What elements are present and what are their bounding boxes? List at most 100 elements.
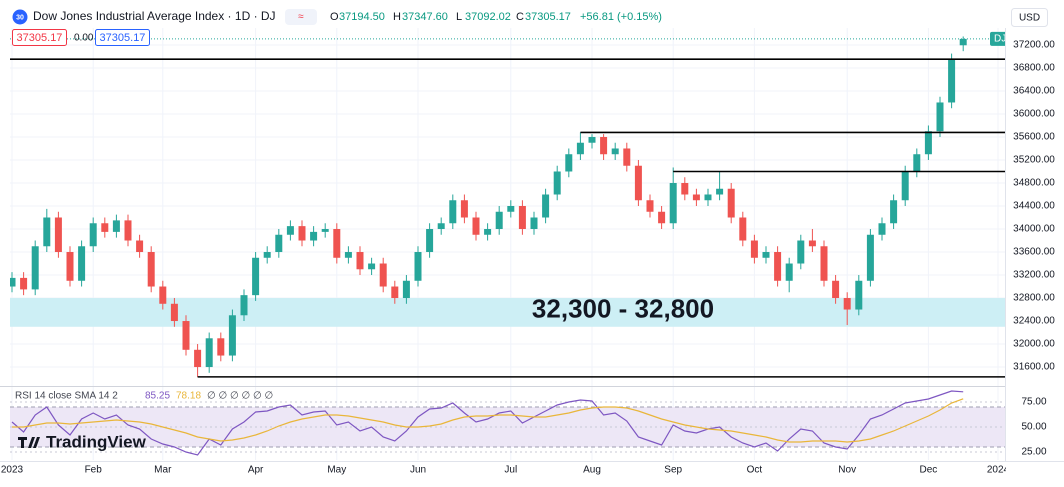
- y-tick-label: 35600.00: [1013, 132, 1055, 143]
- candle-body: [878, 223, 886, 235]
- candle-body: [739, 217, 747, 241]
- y-tick-label: 33200.00: [1013, 270, 1055, 281]
- y-tick-label: 32000.00: [1013, 339, 1055, 350]
- x-tick-label: Feb: [85, 465, 103, 476]
- y-tick-label: 36000.00: [1013, 109, 1055, 120]
- y-tick-label: 34000.00: [1013, 224, 1055, 235]
- logo-text: 30: [16, 14, 24, 21]
- ohlc-key: H: [393, 11, 401, 23]
- candle-body: [20, 277, 28, 290]
- candle-body: [147, 252, 155, 287]
- y-tick-label: 37200.00: [1013, 40, 1055, 51]
- symbol-title[interactable]: Dow Jones Industrial Average Index · 1D …: [33, 9, 276, 23]
- x-tick-label: 2023: [1, 465, 24, 476]
- candle-body: [194, 349, 202, 368]
- candle-body: [936, 102, 944, 132]
- rsi-line: [11, 390, 964, 456]
- candle-body: [542, 194, 550, 218]
- candle-body: [808, 240, 816, 247]
- candle-body: [855, 280, 863, 310]
- y-tick-label: 32400.00: [1013, 316, 1055, 327]
- zone-label: 32,300 - 32,800: [532, 293, 714, 323]
- ohlc-value: 37092.02: [465, 11, 511, 23]
- candle-body: [10, 277, 16, 287]
- candle-body: [31, 246, 39, 290]
- indicator-toggle[interactable]: [285, 9, 317, 25]
- x-tick-label: May: [327, 465, 346, 476]
- candle-body: [217, 338, 225, 356]
- y-tick-label: 31600.00: [1013, 362, 1055, 373]
- x-tick-label: Nov: [838, 465, 856, 476]
- candle-body: [646, 200, 654, 212]
- candle-body: [426, 229, 434, 253]
- candle-body: [843, 298, 851, 310]
- candle-body: [727, 188, 735, 218]
- candle-body: [460, 200, 468, 218]
- candle-body: [286, 226, 294, 235]
- candle-body: [252, 257, 260, 296]
- candle-body: [310, 231, 318, 241]
- candle-body: [344, 252, 352, 258]
- candle-body: [623, 148, 631, 166]
- candle-body: [820, 246, 828, 281]
- candle-body: [484, 229, 492, 235]
- candle-body: [101, 223, 109, 232]
- candle-body: [240, 295, 248, 316]
- candle-body: [124, 220, 132, 241]
- candles: [10, 36, 967, 377]
- candle-body: [507, 206, 515, 212]
- toggle-icon: ≈: [298, 12, 304, 23]
- candle-body: [333, 229, 341, 258]
- candle-body: [391, 286, 399, 299]
- candle-body: [924, 131, 932, 155]
- candle-body: [205, 338, 213, 368]
- candle-body: [866, 234, 874, 281]
- candle-body: [368, 263, 376, 270]
- candle-body: [275, 234, 283, 253]
- candle-body: [402, 280, 410, 299]
- rsi-tick-label: 25.00: [1021, 447, 1046, 458]
- candle-body: [959, 38, 967, 46]
- candle-body: [692, 194, 700, 201]
- buy-box[interactable]: [95, 29, 150, 46]
- ohlc-value: 37194.50: [339, 11, 385, 23]
- candle-body: [379, 263, 387, 287]
- candle-body: [565, 154, 573, 172]
- y-tick-label: 32800.00: [1013, 293, 1055, 304]
- watermark-logo: [18, 437, 40, 448]
- candle-body: [43, 217, 51, 247]
- candle-body: [681, 182, 689, 195]
- ask: 37305.17: [100, 32, 146, 44]
- candle-body: [54, 217, 62, 253]
- x-tick-label: Apr: [248, 465, 264, 476]
- currency: USD: [1019, 13, 1040, 24]
- x-tick-label: Oct: [747, 465, 763, 476]
- y-tick-label: 36400.00: [1013, 86, 1055, 97]
- candle-body: [449, 200, 457, 224]
- candle-body: [600, 136, 608, 155]
- candle-body: [136, 240, 144, 253]
- rsi-sma-line: [12, 398, 964, 443]
- candle-body: [518, 206, 526, 230]
- rsi-tick-label: 75.00: [1021, 397, 1046, 408]
- candle-body: [112, 220, 120, 232]
- candle-body: [774, 252, 782, 281]
- rsi-extra: ∅ ∅ ∅ ∅ ∅ ∅: [207, 391, 273, 402]
- candle-body: [716, 188, 724, 195]
- ohlc-legend: O 37194.50 H 37347.60 L 37092.02 C 37305.17: [330, 11, 571, 23]
- y-tick-label: 35200.00: [1013, 155, 1055, 166]
- candle-body: [797, 240, 805, 264]
- currency-button[interactable]: [1011, 8, 1048, 27]
- candle-body: [576, 142, 584, 155]
- ohlc-value: 37347.60: [402, 11, 448, 23]
- sell-box[interactable]: [12, 29, 67, 46]
- rsi-tick-label: 50.00: [1021, 422, 1046, 433]
- x-tick-label: Jul: [504, 465, 517, 476]
- spread: 0.00: [74, 33, 94, 44]
- x-tick-label: Sep: [664, 465, 682, 476]
- candle-body: [356, 252, 364, 270]
- candle-body: [159, 286, 167, 304]
- candle-body: [530, 217, 538, 230]
- candle-body: [704, 194, 712, 201]
